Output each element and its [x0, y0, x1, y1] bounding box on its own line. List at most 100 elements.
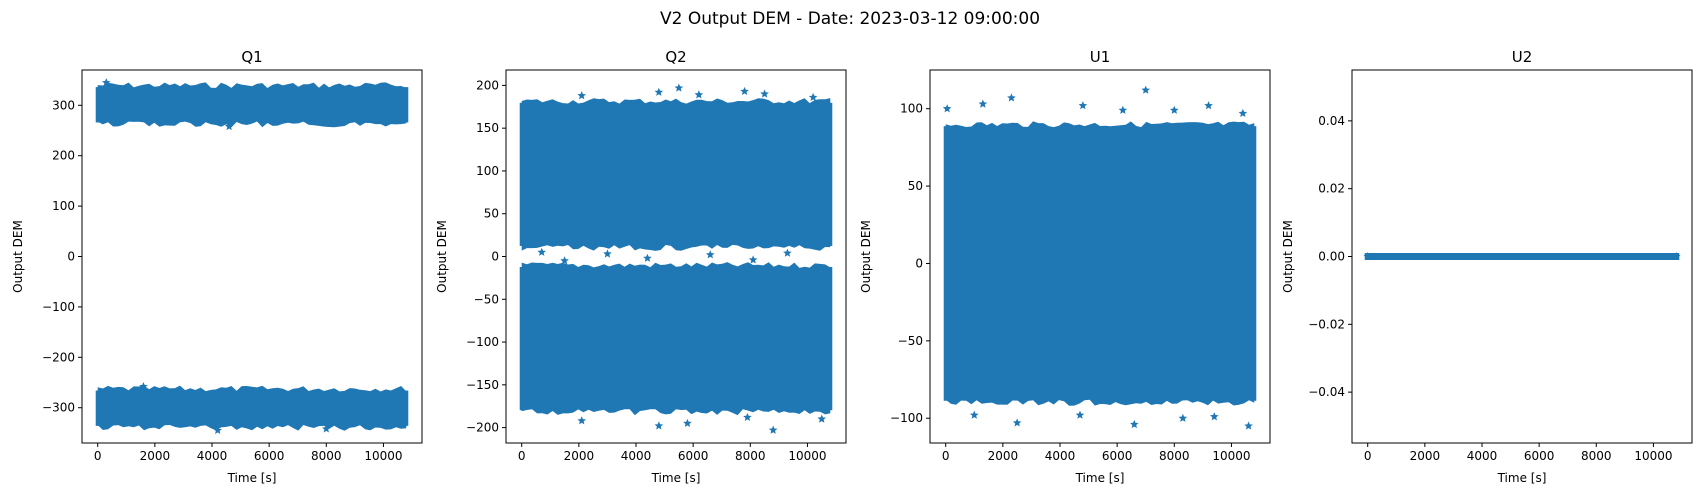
y-tick-label: −0.04	[1308, 385, 1345, 399]
y-tick-label: 300	[52, 98, 75, 112]
data-point	[322, 424, 331, 433]
y-tick-label: −150	[466, 378, 499, 392]
data-band-2	[97, 385, 407, 431]
data-band-1	[97, 82, 407, 128]
data-band-edge	[519, 102, 524, 246]
y-tick-label: 200	[52, 149, 75, 163]
subplot-u2: U2 0 2000 4000 6000 8000 10000 −0.04 −0.02 0.00 0.…	[1281, 48, 1693, 485]
y-tick-label: −100	[466, 335, 499, 349]
data-point	[760, 89, 769, 98]
x-tick-label: 10000	[1634, 449, 1672, 463]
data-band-edge	[828, 267, 833, 411]
data-point	[748, 255, 758, 264]
y-tick-label: −300	[42, 401, 75, 415]
y-tick-label: −50	[898, 334, 923, 348]
data-point	[1012, 418, 1022, 427]
y-tick-label: −200	[466, 421, 499, 435]
x-tick-label: 8000	[735, 449, 766, 463]
y-tick-label: 150	[476, 121, 499, 135]
subplot-q2: Q2 0 2000 4000 6000 8000 10000 −200 −150 −100 −50 0…	[435, 48, 847, 485]
data-band-1	[945, 121, 1255, 406]
y-tick-label: 50	[484, 207, 499, 221]
data-band-1	[521, 98, 831, 251]
data-point	[1672, 252, 1681, 261]
data-point	[1078, 101, 1088, 110]
x-tick-label: 6000	[678, 449, 709, 463]
data-point	[654, 87, 664, 96]
data-point	[1130, 419, 1139, 429]
data-point	[603, 249, 612, 258]
data-point	[978, 99, 988, 108]
data-band-2	[521, 262, 831, 416]
x-tick-label: 10000	[1212, 449, 1250, 463]
data-point	[942, 104, 952, 113]
x-tick-label: 4000	[1467, 449, 1498, 463]
data-point	[1075, 410, 1085, 419]
data-point	[1204, 101, 1213, 110]
data-point	[808, 92, 818, 102]
x-tick-label: 8000	[1159, 449, 1190, 463]
x-axis-label: Time [s]	[1497, 471, 1547, 485]
y-tick-label: −50	[474, 292, 499, 306]
data-point	[1118, 105, 1128, 114]
subplot-title: U1	[1090, 48, 1111, 66]
x-tick-label: 0	[942, 449, 950, 463]
y-tick-label: −100	[42, 300, 75, 314]
x-axis-label: Time [s]	[227, 471, 277, 485]
x-tick-label: 2000	[564, 449, 595, 463]
data-point	[102, 78, 111, 87]
subplot-q1: Q1 0 2000 4000 6000 8000 10000 −300 −200 −100 0 100…	[11, 48, 423, 485]
data-point	[654, 421, 664, 430]
x-tick-label: 2000	[988, 449, 1019, 463]
x-tick-label: 4000	[197, 449, 228, 463]
data-point	[740, 86, 749, 96]
data-point	[817, 414, 826, 423]
y-tick-label: 0.02	[1318, 182, 1345, 196]
data-point	[577, 91, 586, 100]
axes-frame	[929, 69, 1271, 444]
x-tick-label: 8000	[1581, 449, 1612, 463]
x-tick-label: 2000	[1410, 449, 1441, 463]
data-point	[706, 250, 715, 259]
y-tick-label: 100	[52, 199, 75, 213]
data-point	[694, 90, 704, 99]
data-point	[768, 425, 778, 434]
data-band-edge	[828, 102, 833, 246]
x-tick-label: 2000	[140, 449, 171, 463]
subplot-title: Q2	[665, 48, 686, 66]
data-point	[1141, 85, 1150, 94]
x-tick-label: 0	[1364, 449, 1372, 463]
data-band-edge	[95, 390, 100, 426]
y-axis-label: Output DEM	[859, 220, 873, 293]
data-point	[1210, 412, 1219, 421]
data-point	[1170, 105, 1179, 114]
subplot-title: U2	[1512, 48, 1533, 66]
data-point	[537, 247, 546, 256]
data-point	[139, 382, 148, 391]
data-band-edge	[943, 126, 948, 401]
data-point	[970, 410, 979, 419]
y-tick-label: 0.04	[1318, 114, 1345, 128]
y-tick-label: 0	[915, 256, 923, 270]
x-tick-label: 6000	[254, 449, 285, 463]
x-tick-label: 4000	[621, 449, 652, 463]
x-axis-label: Time [s]	[1075, 471, 1125, 485]
data-point	[783, 248, 792, 257]
y-tick-label: −0.02	[1308, 317, 1345, 331]
x-tick-label: 10000	[364, 449, 402, 463]
data-point	[1178, 413, 1188, 422]
subplot-u1: U1 0 2000 4000 6000 8000 10000 −100 −50 0 50 100 Tim…	[859, 48, 1271, 485]
y-tick-label: 0	[491, 250, 499, 264]
x-tick-label: 6000	[1102, 449, 1133, 463]
data-point	[1238, 108, 1248, 117]
x-tick-label: 8000	[311, 449, 342, 463]
y-tick-label: −200	[42, 350, 75, 364]
x-axis-label: Time [s]	[651, 471, 701, 485]
data-point	[1244, 421, 1253, 430]
y-tick-label: 0.00	[1318, 250, 1345, 264]
subplot-title: Q1	[241, 48, 262, 66]
data-point	[577, 416, 586, 425]
data-band-edge	[95, 87, 100, 123]
x-tick-label: 6000	[1524, 449, 1555, 463]
